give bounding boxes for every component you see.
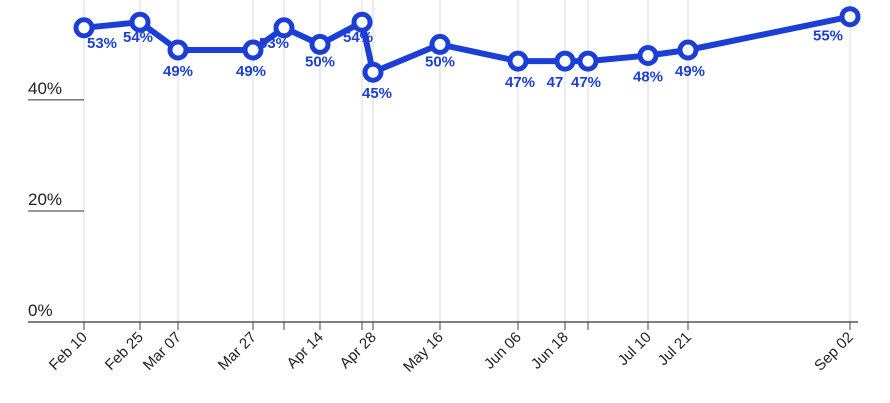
x-tick-label: Jun 18 xyxy=(528,329,572,373)
data-label: 47 xyxy=(547,74,564,91)
x-tick-label: Jul 10 xyxy=(615,329,655,369)
data-point xyxy=(129,11,151,33)
data-label: 49% xyxy=(675,63,705,80)
data-point xyxy=(362,61,384,83)
data-label: 47% xyxy=(505,74,535,91)
x-tick-label: Jun 06 xyxy=(481,329,525,373)
data-point xyxy=(839,6,861,28)
y-tick-label: 0% xyxy=(28,301,53,320)
data-point xyxy=(429,33,451,55)
y-tick-label: 40% xyxy=(28,79,62,98)
data-point xyxy=(554,50,576,72)
data-label: 45% xyxy=(362,85,392,102)
data-label: 53% xyxy=(87,35,117,52)
data-point xyxy=(273,17,295,39)
x-tick-label: May 16 xyxy=(400,329,447,376)
data-point xyxy=(351,11,373,33)
x-axis-ticks xyxy=(83,322,851,330)
data-point xyxy=(677,39,699,61)
y-axis-gridlines xyxy=(28,99,84,212)
data-point xyxy=(309,33,331,55)
data-point xyxy=(637,45,659,66)
data-point xyxy=(167,39,189,61)
x-tick-label: Mar 07 xyxy=(140,329,185,374)
data-labels: 53% 54% 49% 49% 53% 50% 54% 45% 50% 47% 47 47% 48% 49… xyxy=(87,28,843,102)
data-point xyxy=(73,17,95,39)
data-label: 55% xyxy=(813,28,843,45)
x-tick-label: Feb 25 xyxy=(102,329,147,374)
data-label: 53% xyxy=(259,35,289,52)
y-tick-label: 20% xyxy=(28,190,62,209)
data-label: 49% xyxy=(236,63,266,80)
data-point xyxy=(577,50,599,72)
x-tick-label: Feb 10 xyxy=(46,329,91,374)
x-tick-label: Jul 21 xyxy=(655,329,695,369)
x-tick-label: Sep 02 xyxy=(811,329,857,375)
x-tick-label: Mar 27 xyxy=(215,329,260,374)
series-line xyxy=(83,13,851,76)
y-axis-tick-labels: 0% 20% 40% xyxy=(28,79,62,320)
x-tick-label: Apr 28 xyxy=(337,329,380,372)
data-label: 49% xyxy=(163,63,193,80)
data-label: 54% xyxy=(123,29,153,46)
data-label: 50% xyxy=(305,53,335,70)
data-label: 50% xyxy=(425,53,455,70)
data-point xyxy=(242,39,264,61)
data-points xyxy=(73,6,861,83)
data-label: 47% xyxy=(571,74,601,91)
data-label: 54% xyxy=(343,29,373,46)
x-tick-label: Apr 14 xyxy=(284,329,327,372)
data-point xyxy=(507,50,529,72)
data-label: 48% xyxy=(633,69,663,86)
